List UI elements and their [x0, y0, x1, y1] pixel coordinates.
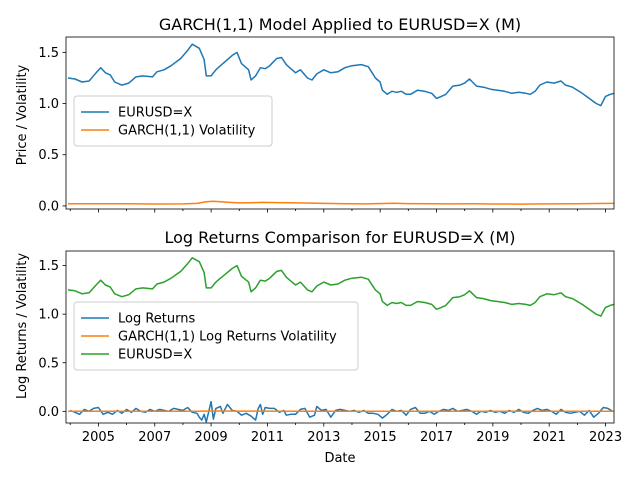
bottom-x-tick-label: 2005 — [82, 430, 115, 445]
bottom-x-tick-label: 2023 — [589, 430, 622, 445]
top-y-tick-label: 0.5 — [38, 148, 59, 163]
bottom-x-tick-label: 2017 — [420, 430, 453, 445]
top-y-tick-label: 1.5 — [38, 46, 59, 61]
bottom-legend-label-2: GARCH(1,1) Log Returns Volatility — [118, 330, 337, 345]
bottom-y-tick-label: 0.0 — [38, 405, 59, 420]
bottom-y-tick-label: 1.5 — [38, 259, 59, 274]
bottom-x-tick-label: 2015 — [364, 430, 397, 445]
bottom-x-tick-label: 2019 — [476, 430, 509, 445]
bottom-legend-label-3: EURUSD=X — [118, 348, 192, 363]
bottom-chart-title: Log Returns Comparison for EURUSD=X (M) — [164, 228, 515, 247]
bottom-x-tick-label: 2013 — [307, 430, 340, 445]
top-y-tick-label: 0.0 — [38, 199, 59, 214]
bottom-x-tick-label: 2011 — [251, 430, 284, 445]
bottom-y-tick-label: 1.0 — [38, 308, 59, 323]
bottom-x-tick-label: 2021 — [533, 430, 566, 445]
top-chart-y-axis-label: Price / Volatility — [15, 64, 30, 165]
bottom-chart-x-axis-label: Date — [324, 451, 355, 466]
top-legend-label-2: GARCH(1,1) Volatility — [118, 124, 256, 139]
top-y-tick-label: 1.0 — [38, 97, 59, 112]
top-legend-label-1: EURUSD=X — [118, 106, 192, 121]
bottom-x-tick-label: 2009 — [195, 430, 228, 445]
bottom-legend-label-1: Log Returns — [118, 312, 195, 327]
bottom-y-tick-label: 0.5 — [38, 356, 59, 371]
bottom-chart-y-axis-label: Log Returns / Volatility — [15, 253, 30, 399]
top-legend-box — [74, 96, 272, 146]
bottom-x-tick-label: 2007 — [138, 430, 171, 445]
top-chart-title: GARCH(1,1) Model Applied to EURUSD=X (M) — [159, 15, 521, 34]
